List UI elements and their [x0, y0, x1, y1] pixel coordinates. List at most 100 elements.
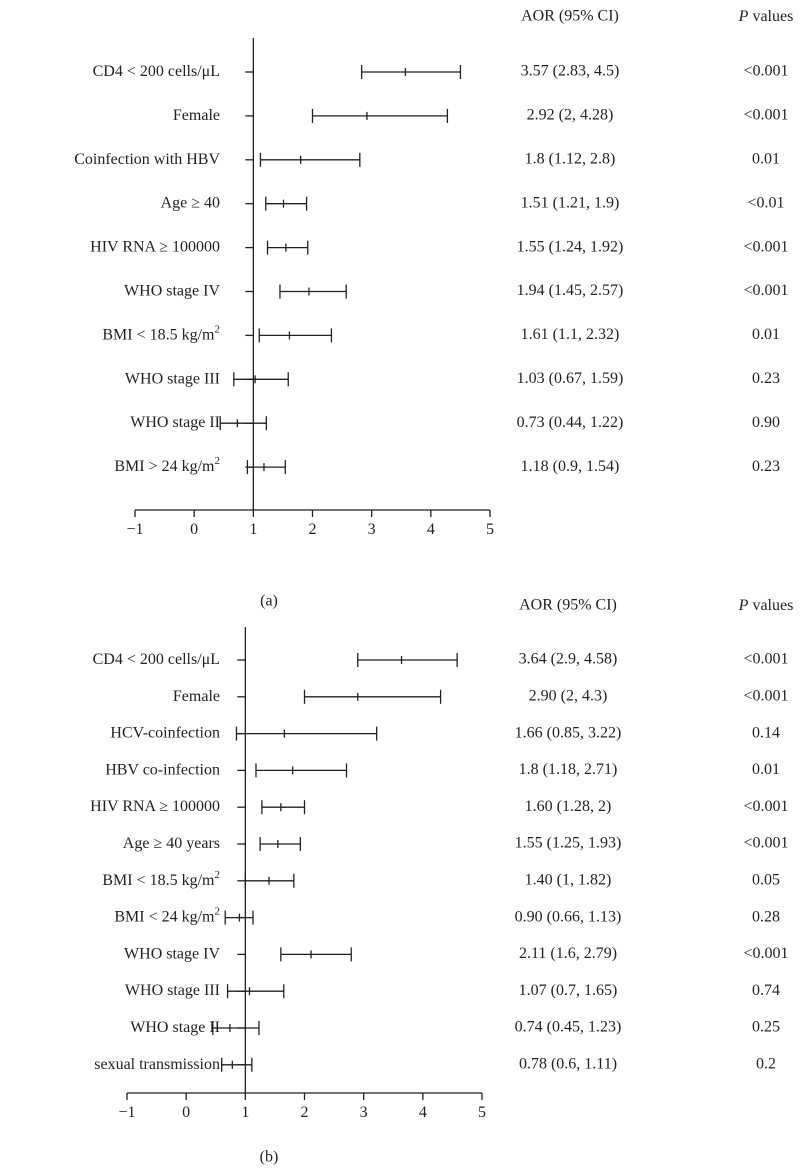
row-label: HIV RNA ≥ 100000 — [90, 798, 220, 815]
row-label: HIV RNA ≥ 100000 — [90, 238, 220, 255]
row-estimate: 1.8 (1.18, 2.71) — [519, 761, 618, 778]
row-label: CD4 < 200 cells/μL — [93, 63, 220, 80]
row-label: Female — [173, 107, 220, 124]
x-tick-label: 4 — [419, 1104, 427, 1121]
row-p-value: 0.23 — [752, 458, 780, 475]
row-p-value: <0.01 — [747, 194, 784, 211]
row-label: sexual transmission — [94, 1055, 220, 1072]
row-estimate: 1.60 (1.28, 2) — [525, 798, 612, 815]
row-p-value: <0.001 — [743, 651, 788, 668]
row-label-text: BMI > 24 kg/m — [114, 458, 215, 475]
row-estimate: 2.92 (2, 4.28) — [527, 107, 614, 124]
row-estimate: 3.57 (2.83, 4.5) — [521, 63, 620, 80]
row-p-value: <0.001 — [743, 107, 788, 124]
row-p-value: 0.90 — [752, 414, 780, 431]
row-p-value: 0.25 — [752, 1019, 780, 1036]
row-estimate: 1.66 (0.85, 3.22) — [515, 724, 622, 741]
row-label: Age ≥ 40 years — [123, 835, 220, 852]
row-label-text: WHO stage II — [130, 1019, 220, 1036]
row-estimate: 1.07 (0.7, 1.65) — [519, 982, 618, 999]
row-label-text: WHO stage III — [125, 982, 220, 999]
row-estimate: 0.78 (0.6, 1.11) — [519, 1055, 617, 1072]
row-label-text: BMI < 18.5 kg/m — [102, 326, 215, 343]
x-tick-label: 2 — [301, 1104, 309, 1121]
row-p-value: 0.23 — [752, 370, 780, 387]
row-label: WHO stage III — [125, 982, 220, 999]
row-label: CD4 < 200 cells/μL — [93, 651, 220, 668]
row-label-text: BMI < 24 kg/m — [114, 908, 215, 925]
row-label: BMI < 18.5 kg/m2 — [102, 323, 220, 343]
row-label: Coinfection with HBV — [74, 150, 220, 167]
column-header-p-values: P values — [738, 597, 794, 614]
row-label: BMI < 24 kg/m2 — [114, 905, 220, 925]
row-estimate: 2.90 (2, 4.3) — [529, 687, 608, 704]
row-estimate: 1.18 (0.9, 1.54) — [521, 458, 620, 475]
row-label-text: Female — [173, 687, 220, 704]
row-estimate: 1.94 (1.45, 2.57) — [517, 282, 624, 299]
row-label-text: HBV co-infection — [105, 761, 220, 778]
x-tick-label: 1 — [241, 1104, 249, 1121]
x-tick-label: 0 — [190, 521, 198, 538]
row-label: Female — [173, 687, 220, 704]
row-label-superscript: 2 — [215, 905, 221, 917]
row-label: HCV-coinfection — [110, 724, 220, 741]
row-estimate: 3.64 (2.9, 4.58) — [519, 651, 618, 668]
panel-label: (a) — [260, 593, 278, 610]
row-estimate: 0.90 (0.66, 1.13) — [515, 908, 622, 925]
row-estimate: 1.03 (0.67, 1.59) — [517, 370, 624, 387]
row-label: WHO stage II — [130, 414, 220, 431]
row-estimate: 1.8 (1.12, 2.8) — [525, 150, 616, 167]
p-italic: P — [738, 597, 749, 614]
row-label: WHO stage IV — [124, 282, 220, 299]
row-label-text: WHO stage II — [130, 414, 220, 431]
row-p-value: <0.001 — [743, 945, 788, 962]
row-p-value: 0.28 — [752, 908, 780, 925]
row-label-text: Female — [173, 107, 220, 124]
x-tick-label: 3 — [360, 1104, 368, 1121]
row-p-value: <0.001 — [743, 282, 788, 299]
row-label: HBV co-infection — [105, 761, 220, 778]
row-p-value: 0.05 — [752, 871, 780, 888]
row-label-text: CD4 < 200 cells/μL — [93, 651, 220, 668]
row-label: WHO stage IV — [124, 945, 220, 962]
x-tick-label: 2 — [309, 521, 317, 538]
row-p-value: 0.01 — [752, 150, 780, 167]
row-p-value: 0.74 — [752, 982, 780, 999]
column-header-p-values: P values — [738, 8, 794, 25]
row-p-value: 0.01 — [752, 326, 780, 343]
panel-label: (b) — [260, 1149, 279, 1166]
row-label-text: HIV RNA ≥ 100000 — [90, 238, 220, 255]
row-label-text: WHO stage III — [125, 370, 220, 387]
p-rest: values — [748, 8, 793, 25]
row-estimate: 0.74 (0.45, 1.23) — [515, 1019, 622, 1036]
x-tick-label: 5 — [478, 1104, 486, 1121]
x-tick-label: −1 — [118, 1104, 135, 1121]
row-label-text: CD4 < 200 cells/μL — [93, 63, 220, 80]
x-tick-label: 0 — [182, 1104, 190, 1121]
x-tick-label: −1 — [126, 521, 143, 538]
row-label: WHO stage II — [130, 1019, 220, 1036]
row-label-text: Coinfection with HBV — [74, 150, 220, 167]
row-estimate: 1.55 (1.25, 1.93) — [515, 835, 622, 852]
row-estimate: 0.73 (0.44, 1.22) — [517, 414, 624, 431]
row-label: WHO stage III — [125, 370, 220, 387]
row-p-value: <0.001 — [743, 798, 788, 815]
column-header-estimate: AOR (95% CI) — [519, 597, 617, 614]
row-label-text: sexual transmission — [94, 1055, 220, 1072]
row-estimate: 2.11 (1.6, 2.79) — [519, 945, 617, 962]
row-p-value: <0.001 — [743, 687, 788, 704]
row-label: BMI < 18.5 kg/m2 — [102, 868, 220, 888]
row-p-value: 0.01 — [752, 761, 780, 778]
x-tick-label: 4 — [427, 521, 435, 538]
x-tick-label: 5 — [486, 521, 494, 538]
row-estimate: 1.40 (1, 1.82) — [525, 871, 612, 888]
row-label-text: Age ≥ 40 years — [123, 835, 220, 852]
row-label-superscript: 2 — [215, 455, 221, 467]
row-p-value: 0.14 — [752, 724, 780, 741]
row-label: BMI > 24 kg/m2 — [114, 455, 220, 475]
row-label: Age ≥ 40 — [161, 194, 220, 211]
row-p-value: 0.2 — [756, 1055, 776, 1072]
x-tick-label: 1 — [249, 521, 257, 538]
column-header-estimate: AOR (95% CI) — [521, 8, 619, 25]
